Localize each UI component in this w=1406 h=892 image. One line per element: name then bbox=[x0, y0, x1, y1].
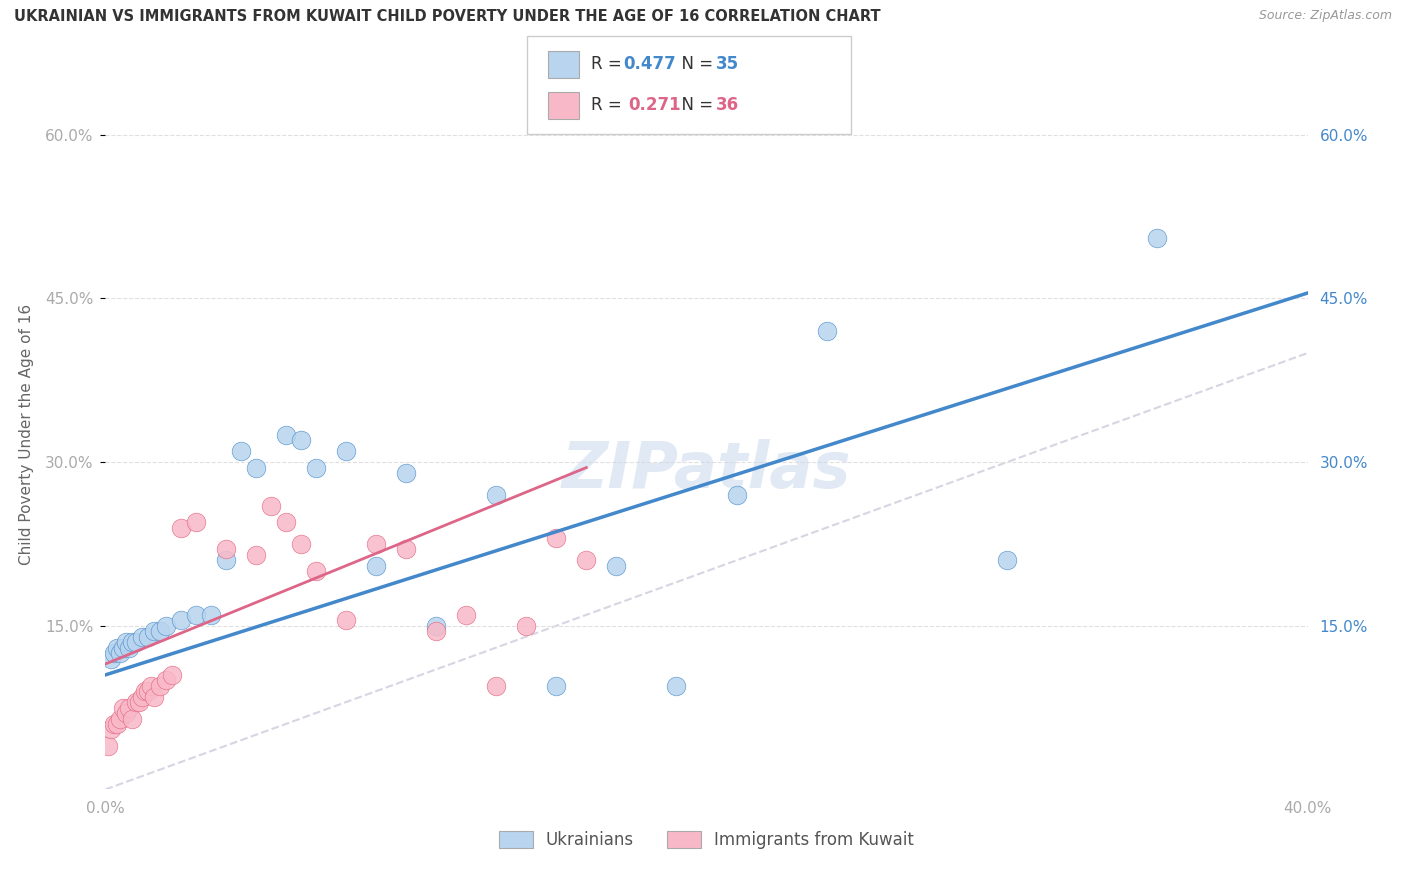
Point bbox=[169, 520, 191, 534]
Point bbox=[364, 558, 387, 573]
Point bbox=[100, 723, 122, 737]
Point bbox=[160, 668, 183, 682]
Point bbox=[395, 466, 418, 480]
Text: 0.477: 0.477 bbox=[623, 55, 676, 73]
Point bbox=[245, 548, 267, 562]
Point bbox=[454, 607, 477, 622]
Point bbox=[200, 607, 222, 622]
Text: 35: 35 bbox=[716, 55, 738, 73]
Point bbox=[118, 700, 141, 714]
Point bbox=[103, 646, 125, 660]
Point bbox=[485, 488, 508, 502]
Point bbox=[139, 679, 162, 693]
Point bbox=[136, 684, 159, 698]
Point bbox=[100, 651, 122, 665]
Point bbox=[395, 542, 418, 557]
Point bbox=[121, 712, 143, 726]
Point bbox=[121, 635, 143, 649]
Point bbox=[305, 564, 328, 578]
Text: N =: N = bbox=[671, 96, 718, 114]
Point bbox=[995, 553, 1018, 567]
Point bbox=[110, 712, 132, 726]
Point bbox=[155, 619, 177, 633]
Point bbox=[274, 428, 297, 442]
Point bbox=[815, 324, 838, 338]
Point bbox=[546, 532, 568, 546]
Point bbox=[725, 488, 748, 502]
Point bbox=[364, 537, 387, 551]
Point bbox=[148, 679, 170, 693]
Point bbox=[107, 640, 129, 655]
Point bbox=[605, 558, 627, 573]
Text: N =: N = bbox=[671, 55, 718, 73]
Text: 0.271: 0.271 bbox=[628, 96, 681, 114]
Point bbox=[110, 646, 132, 660]
Point bbox=[425, 624, 447, 639]
Y-axis label: Child Poverty Under the Age of 16: Child Poverty Under the Age of 16 bbox=[20, 304, 34, 566]
Point bbox=[155, 673, 177, 688]
Point bbox=[305, 460, 328, 475]
Point bbox=[142, 624, 165, 639]
Text: R =: R = bbox=[591, 96, 631, 114]
Point bbox=[290, 537, 312, 551]
Text: UKRAINIAN VS IMMIGRANTS FROM KUWAIT CHILD POVERTY UNDER THE AGE OF 16 CORRELATIO: UKRAINIAN VS IMMIGRANTS FROM KUWAIT CHIL… bbox=[14, 9, 880, 24]
Point bbox=[115, 635, 138, 649]
Point bbox=[128, 695, 150, 709]
Point bbox=[184, 515, 207, 529]
Point bbox=[112, 640, 135, 655]
Point bbox=[136, 630, 159, 644]
Point bbox=[425, 619, 447, 633]
Point bbox=[112, 700, 135, 714]
Point bbox=[245, 460, 267, 475]
Point bbox=[169, 613, 191, 627]
Point bbox=[142, 690, 165, 704]
Point bbox=[103, 717, 125, 731]
Text: R =: R = bbox=[591, 55, 627, 73]
Text: Source: ZipAtlas.com: Source: ZipAtlas.com bbox=[1258, 9, 1392, 22]
Text: ZIPatlas: ZIPatlas bbox=[562, 439, 851, 501]
Text: 36: 36 bbox=[716, 96, 738, 114]
Point bbox=[131, 630, 153, 644]
Point bbox=[97, 739, 120, 753]
Point bbox=[229, 444, 252, 458]
Point bbox=[118, 640, 141, 655]
Point bbox=[335, 613, 357, 627]
Point bbox=[134, 684, 156, 698]
Point bbox=[274, 515, 297, 529]
Point bbox=[546, 679, 568, 693]
Point bbox=[214, 542, 236, 557]
Point bbox=[124, 635, 146, 649]
Point bbox=[124, 695, 146, 709]
Point bbox=[148, 624, 170, 639]
Point bbox=[515, 619, 537, 633]
Point bbox=[214, 553, 236, 567]
Point bbox=[335, 444, 357, 458]
Point bbox=[290, 434, 312, 448]
Point bbox=[115, 706, 138, 720]
Point bbox=[575, 553, 598, 567]
Point bbox=[665, 679, 688, 693]
Legend: Ukrainians, Immigrants from Kuwait: Ukrainians, Immigrants from Kuwait bbox=[492, 824, 921, 855]
Point bbox=[260, 499, 283, 513]
Point bbox=[485, 679, 508, 693]
Point bbox=[131, 690, 153, 704]
Point bbox=[107, 717, 129, 731]
Point bbox=[184, 607, 207, 622]
Point bbox=[1146, 231, 1168, 245]
